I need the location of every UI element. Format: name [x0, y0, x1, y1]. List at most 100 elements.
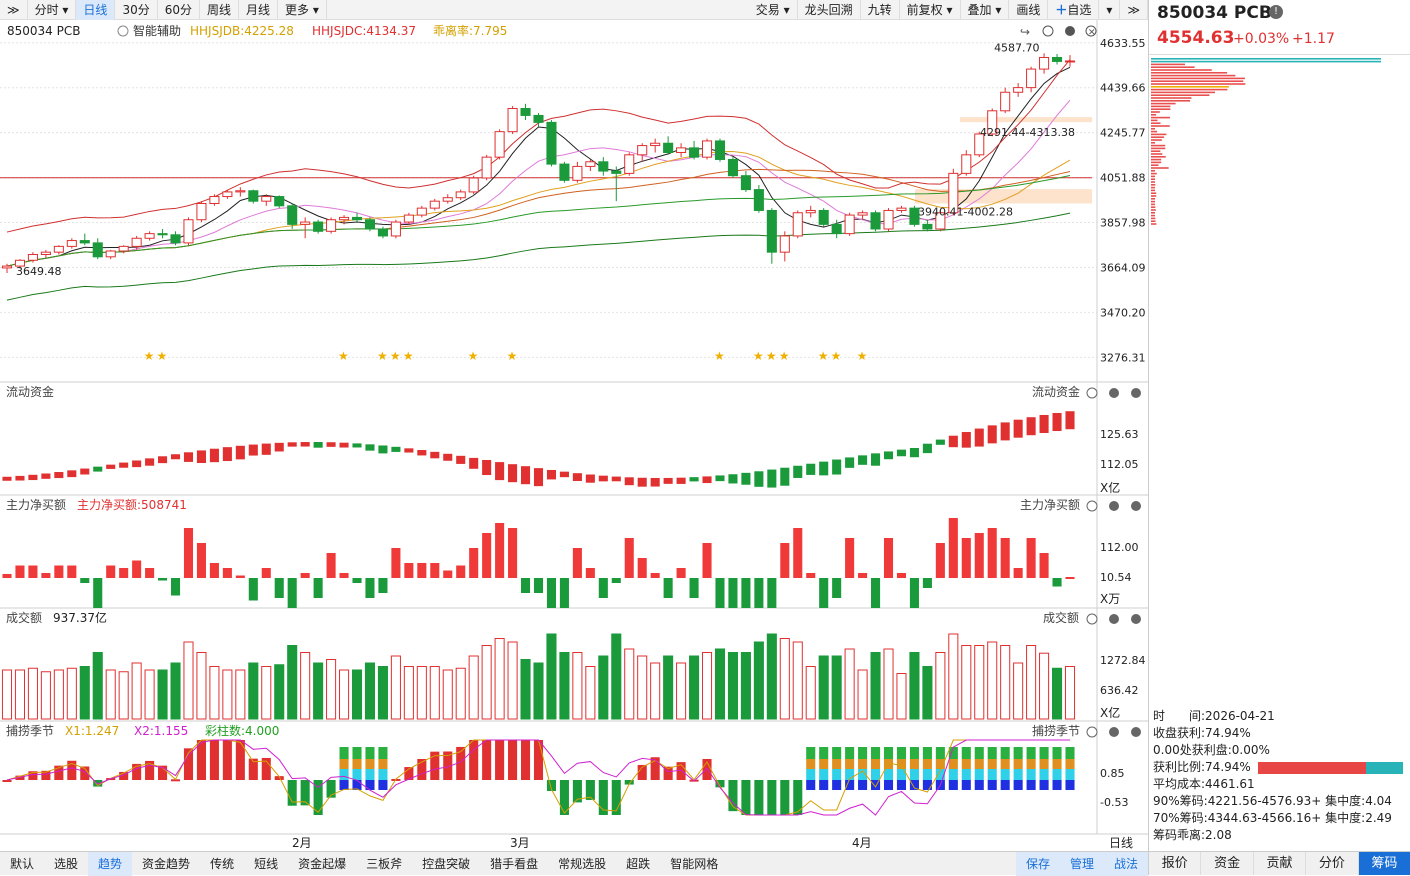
- zhuli-bar: [858, 573, 867, 578]
- signal-star-icon: ★: [857, 349, 868, 363]
- side-tab-chips[interactable]: 筹码: [1359, 852, 1410, 875]
- nine-turn-button[interactable]: 九转: [861, 0, 900, 20]
- bulao-hot-bar: [1027, 759, 1036, 769]
- bottom-tab-select[interactable]: 选股: [44, 852, 88, 876]
- info-icon[interactable]: !: [1269, 5, 1283, 19]
- volume-bar: [936, 653, 945, 720]
- liudong-bar: [1065, 411, 1074, 429]
- liudong-bar: [858, 455, 867, 464]
- zhuli-bar: [495, 523, 504, 578]
- manage-button[interactable]: 管理: [1060, 852, 1104, 876]
- volume-bar: [404, 667, 413, 720]
- bottom-tab-regular[interactable]: 常规选股: [548, 852, 616, 876]
- candle-body: [547, 122, 556, 164]
- candle-body: [599, 162, 608, 171]
- period-tab-60min[interactable]: 60分: [158, 0, 200, 20]
- period-tab-daily[interactable]: 日线: [76, 0, 115, 20]
- expand-icon[interactable]: ≫: [1120, 0, 1148, 20]
- period-tab-30min[interactable]: 30分: [115, 0, 157, 20]
- liudong-bar: [534, 468, 543, 486]
- chip-bar: [1151, 97, 1191, 99]
- bottom-tab-control-break[interactable]: 控盘突破: [412, 852, 480, 876]
- candle-body: [1052, 57, 1061, 61]
- chip-bar: [1151, 142, 1155, 144]
- leader-backtrack-button[interactable]: 龙头回溯: [798, 0, 861, 20]
- bottom-tab-shortline[interactable]: 短线: [244, 852, 288, 876]
- bottom-tab-hunter[interactable]: 猎手看盘: [480, 852, 548, 876]
- period-tab-weekly[interactable]: 周线: [200, 0, 239, 20]
- volume-bar: [975, 646, 984, 720]
- overlay-menu[interactable]: 叠加 ▾: [961, 0, 1010, 20]
- zhuli-bar: [962, 538, 971, 578]
- zoom-out-icon[interactable]: [1065, 26, 1075, 36]
- zoom-in-icon[interactable]: [1043, 26, 1053, 36]
- bottom-tab-oversold[interactable]: 超跌: [616, 852, 660, 876]
- save-button[interactable]: 保存: [1016, 852, 1060, 876]
- volume-bar: [871, 653, 880, 720]
- volume-bar: [806, 667, 815, 720]
- bulao-hot-bar: [832, 759, 841, 769]
- bulao-hot-bar: [884, 769, 893, 780]
- collapse-icon[interactable]: ≫: [0, 0, 28, 20]
- candle-body: [456, 192, 465, 198]
- bottom-tab-grid[interactable]: 智能网格: [660, 852, 728, 876]
- candle-body: [365, 220, 374, 229]
- zhuli-bar: [793, 528, 802, 578]
- liudong-bar: [949, 436, 958, 447]
- bulao-hot-bar: [1052, 747, 1061, 759]
- side-tab-fund[interactable]: 资金: [1201, 852, 1253, 875]
- volume-bar: [534, 663, 543, 719]
- add-watchlist-button[interactable]: ＋自选: [1048, 0, 1099, 20]
- zhuli-bar: [430, 563, 439, 578]
- bottom-tab-trend[interactable]: 趋势: [88, 852, 132, 876]
- period-tab-monthly[interactable]: 月线: [239, 0, 278, 20]
- price-tick-label: 4245.77: [1100, 127, 1146, 140]
- candle-body: [560, 164, 569, 180]
- watchlist-dropdown-icon[interactable]: ▾: [1099, 0, 1120, 20]
- liudong-bar: [404, 448, 413, 452]
- bulao-hot-bar: [858, 747, 867, 759]
- assist-label: 智能辅助: [133, 23, 181, 38]
- liudong-bar: [832, 460, 841, 475]
- liudong-bar: [962, 432, 971, 448]
- candle-body: [638, 146, 647, 155]
- volume-bar: [625, 649, 634, 719]
- liudong-bar: [67, 470, 76, 477]
- candle-body: [664, 143, 673, 152]
- period-tab-fenshi[interactable]: 分时 ▾: [28, 0, 77, 20]
- bulao-hot-bar: [975, 769, 984, 780]
- lower-zone-label: 3940.41-4002.28: [918, 206, 1013, 219]
- candle-body: [378, 229, 387, 236]
- draw-line-button[interactable]: 画线: [1009, 0, 1048, 20]
- bottom-tab-fund-trend[interactable]: 资金趋势: [132, 852, 200, 876]
- bulao-hot-bar: [910, 747, 919, 759]
- volume-bar: [352, 670, 361, 719]
- bulao-bar: [236, 740, 245, 780]
- side-tab-price-dist[interactable]: 分价: [1306, 852, 1358, 875]
- share-icon[interactable]: ↪: [1020, 25, 1030, 39]
- volume-bar: [456, 668, 465, 719]
- adjust-menu[interactable]: 前复权 ▾: [900, 0, 961, 20]
- bulao-hot-bar: [858, 759, 867, 769]
- trade-menu[interactable]: 交易 ▾: [749, 0, 798, 20]
- strategy-button[interactable]: 战法: [1104, 852, 1148, 876]
- assist-toggle-icon[interactable]: [118, 26, 128, 36]
- bottom-tab-traditional[interactable]: 传统: [200, 852, 244, 876]
- side-tab-contribution[interactable]: 贡献: [1254, 852, 1306, 875]
- bulao-hot-bar: [949, 780, 958, 790]
- bulao-hot-bar: [365, 769, 374, 780]
- bottom-tab-default[interactable]: 默认: [0, 852, 44, 876]
- bulao-hot-bar: [1001, 747, 1010, 759]
- chip-bar: [1151, 114, 1156, 116]
- bottom-tab-fund-burst[interactable]: 资金起爆: [288, 852, 356, 876]
- liudong-bar: [690, 477, 699, 481]
- period-tab-more[interactable]: 更多 ▾: [278, 0, 327, 20]
- volume-bar: [106, 670, 115, 719]
- bulao-hot-bar: [845, 747, 854, 759]
- zhuli-bar: [184, 528, 193, 578]
- side-tab-quote[interactable]: 报价: [1149, 852, 1201, 875]
- zhuli-label-2: 10.54: [1100, 571, 1132, 584]
- bottom-tab-three-axes[interactable]: 三板斧: [356, 852, 412, 876]
- chart-area[interactable]: 850034 PCB 智能辅助 HHJSJDB:4225.28 HHJSJDC:…: [0, 20, 1148, 851]
- bulao-title: 捕捞季节: [6, 723, 54, 738]
